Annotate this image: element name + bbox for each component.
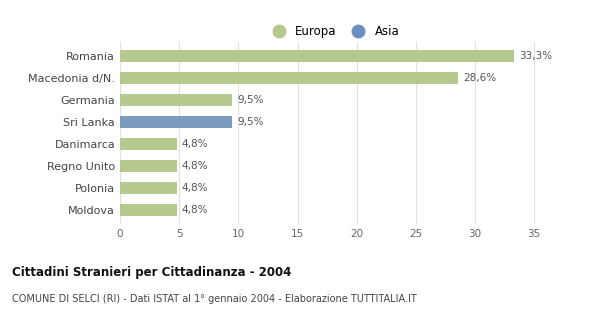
Text: 9,5%: 9,5% [237, 95, 263, 105]
Bar [120, 50, 514, 62]
Bar [120, 182, 177, 194]
Text: 4,8%: 4,8% [182, 205, 208, 215]
Bar [120, 160, 177, 172]
Text: 9,5%: 9,5% [237, 117, 263, 127]
Bar [120, 94, 232, 106]
Legend: Europa, Asia: Europa, Asia [262, 20, 404, 43]
Text: COMUNE DI SELCI (RI) - Dati ISTAT al 1° gennaio 2004 - Elaborazione TUTTITALIA.I: COMUNE DI SELCI (RI) - Dati ISTAT al 1° … [12, 294, 417, 304]
Text: 28,6%: 28,6% [463, 73, 496, 83]
Text: 33,3%: 33,3% [519, 51, 552, 61]
Bar [120, 116, 232, 128]
Bar [120, 204, 177, 216]
Text: 4,8%: 4,8% [182, 183, 208, 193]
Text: 4,8%: 4,8% [182, 139, 208, 149]
Text: Cittadini Stranieri per Cittadinanza - 2004: Cittadini Stranieri per Cittadinanza - 2… [12, 266, 292, 279]
Bar [120, 138, 177, 150]
Text: 4,8%: 4,8% [182, 161, 208, 171]
Bar [120, 72, 458, 84]
